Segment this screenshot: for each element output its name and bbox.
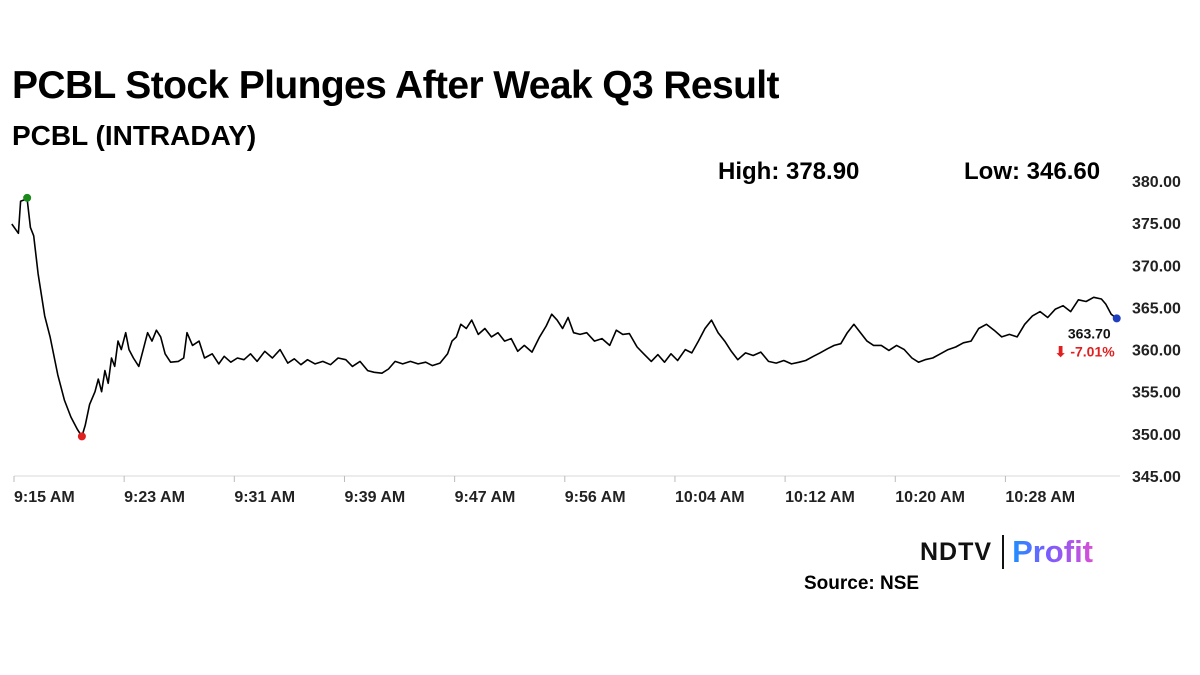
x-tick-label: 9:47 AM [455, 489, 516, 506]
x-axis-ticks: 9:15 AM 9:23 AM 9:31 AM 9:39 AM 9:47 AM 9:56 … [13, 476, 1075, 506]
y-tick-label: 345.00 [1132, 469, 1181, 486]
low-point-marker [77, 432, 86, 441]
y-tick-label: 350.00 [1132, 427, 1181, 444]
y-tick-label: 370.00 [1132, 258, 1181, 275]
intraday-line-chart: 380.00 375.00 370.00 365.00 360.00 355.00 350.… [11, 174, 1181, 506]
price-series-line [11, 197, 1118, 438]
x-tick-label: 9:31 AM [234, 489, 295, 506]
low-value-label: Low: 346.60 [964, 158, 1101, 185]
chart-markers [23, 193, 1121, 441]
source-note: Source: NSE [804, 573, 920, 594]
high-value-label: High: 378.90 [718, 158, 860, 185]
x-tick-label: 9:15 AM [14, 489, 75, 506]
high-point-marker [23, 193, 32, 202]
y-tick-label: 365.00 [1132, 300, 1181, 317]
y-tick-label: 360.00 [1132, 343, 1181, 360]
chart-title: PCBL Stock Plunges After Weak Q3 Result [12, 64, 780, 107]
x-tick-label: 9:23 AM [124, 489, 185, 506]
x-tick-label: 9:39 AM [344, 489, 405, 506]
x-tick-label: 10:12 AM [785, 489, 855, 506]
x-tick-label: 10:28 AM [1005, 489, 1075, 506]
logo-ndtv-text: NDTV [920, 537, 993, 566]
y-axis-ticks: 380.00 375.00 370.00 365.00 360.00 355.00 350.… [1132, 174, 1181, 486]
last-point-marker [1112, 314, 1121, 323]
x-tick-label: 10:20 AM [895, 489, 965, 506]
x-tick-label: 9:56 AM [565, 489, 626, 506]
change-percent-label: ⬇ -7.01% [1055, 343, 1116, 359]
y-tick-label: 355.00 [1132, 385, 1181, 402]
logo-profit-text: Profit [1012, 534, 1093, 569]
y-tick-label: 375.00 [1132, 216, 1181, 233]
chart-annotations: 363.70 ⬇ -7.01% [1055, 325, 1116, 359]
logo-divider [1002, 535, 1005, 569]
ndtv-profit-logo: NDTV Profit [920, 534, 1093, 570]
chart-subtitle: PCBL (INTRADAY) [12, 120, 257, 151]
x-tick-label: 10:04 AM [675, 489, 745, 506]
last-value-label: 363.70 [1068, 325, 1111, 341]
y-tick-label: 380.00 [1132, 174, 1181, 191]
